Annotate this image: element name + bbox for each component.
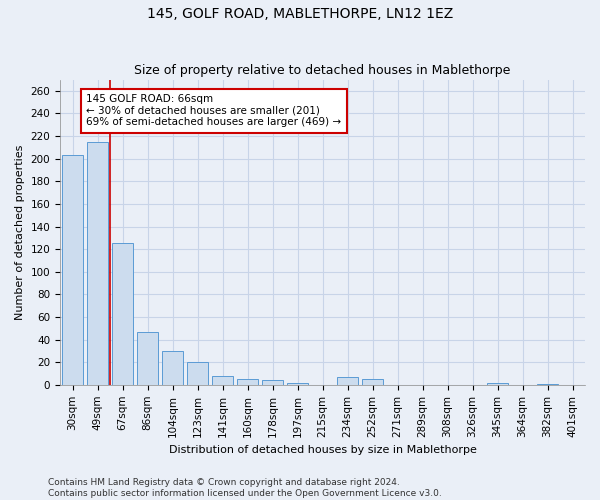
Bar [187, 362, 208, 385]
Bar [212, 376, 233, 385]
Y-axis label: Number of detached properties: Number of detached properties [15, 144, 25, 320]
Text: 145 GOLF ROAD: 66sqm
← 30% of detached houses are smaller (201)
69% of semi-deta: 145 GOLF ROAD: 66sqm ← 30% of detached h… [86, 94, 341, 128]
Bar [262, 380, 283, 385]
Bar [537, 384, 558, 385]
Bar [337, 377, 358, 385]
Bar [287, 382, 308, 385]
Bar [62, 156, 83, 385]
Text: Contains HM Land Registry data © Crown copyright and database right 2024.
Contai: Contains HM Land Registry data © Crown c… [48, 478, 442, 498]
Title: Size of property relative to detached houses in Mablethorpe: Size of property relative to detached ho… [134, 64, 511, 77]
Bar [112, 244, 133, 385]
Bar [87, 142, 108, 385]
X-axis label: Distribution of detached houses by size in Mablethorpe: Distribution of detached houses by size … [169, 445, 476, 455]
Bar [487, 382, 508, 385]
Bar [137, 332, 158, 385]
Text: 145, GOLF ROAD, MABLETHORPE, LN12 1EZ: 145, GOLF ROAD, MABLETHORPE, LN12 1EZ [147, 8, 453, 22]
Bar [237, 379, 258, 385]
Bar [362, 379, 383, 385]
Bar [162, 351, 183, 385]
